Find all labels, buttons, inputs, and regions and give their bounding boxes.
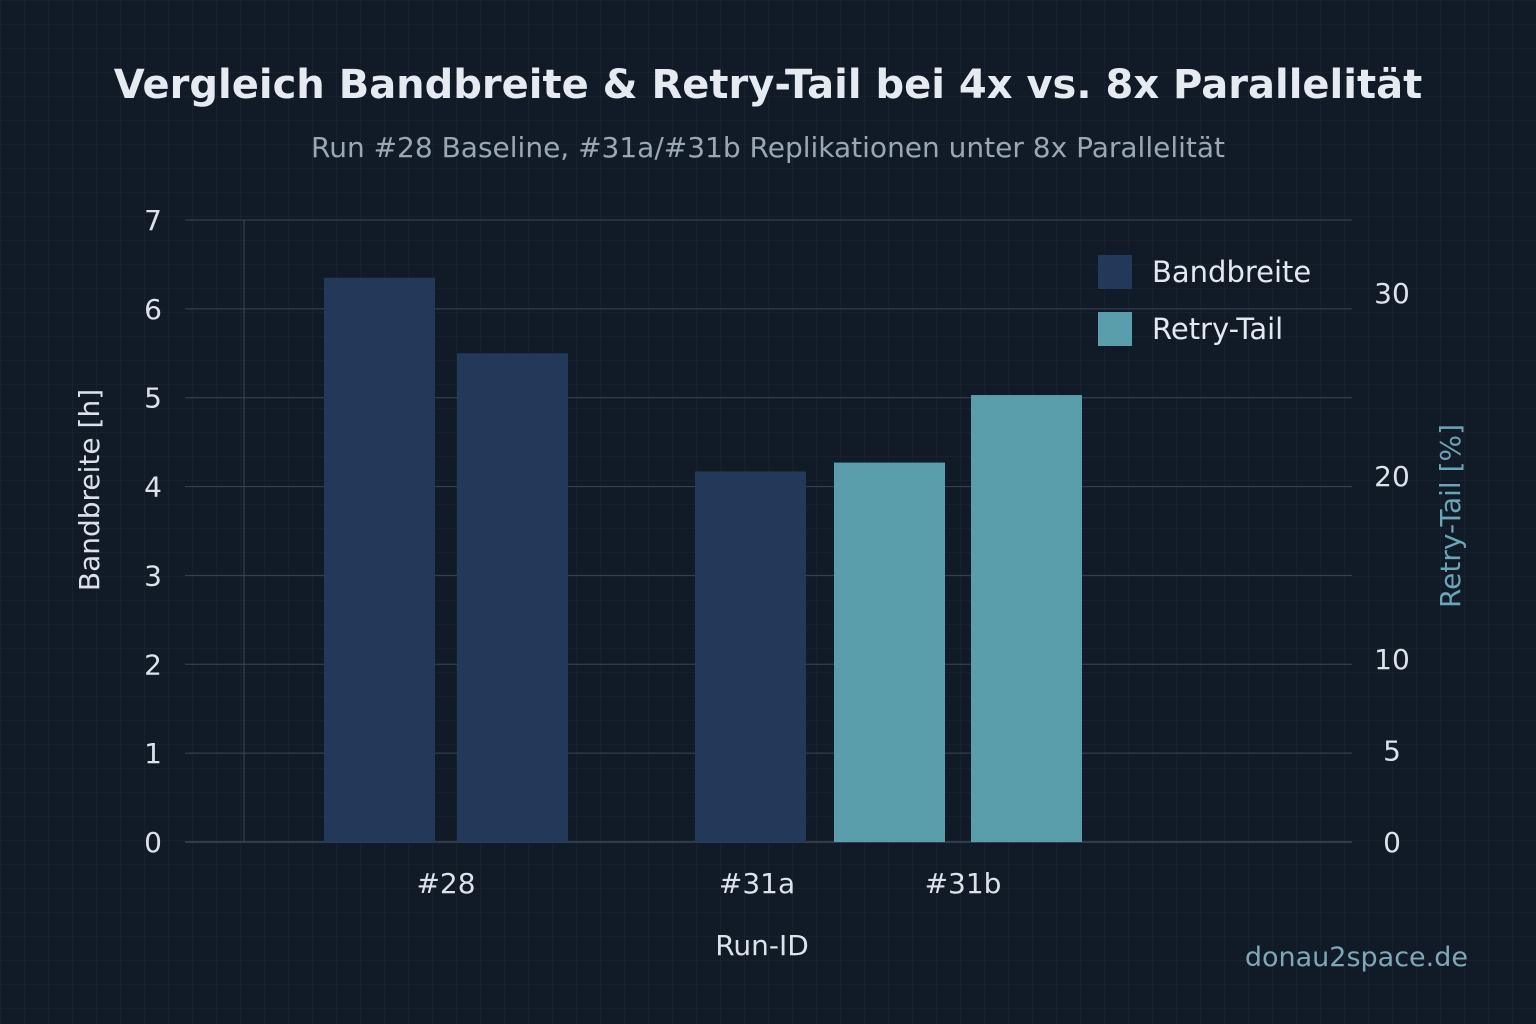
y-tick-label: 3	[144, 559, 162, 592]
legend-label-bandbreite: Bandbreite	[1152, 255, 1312, 289]
bar-28-bandbreite-0	[324, 277, 435, 842]
y-tick-label: 7	[144, 204, 162, 237]
watermark-text: donau2space.de	[1244, 942, 1468, 973]
legend: Bandbreite Retry-Tail	[1098, 255, 1311, 369]
bars	[324, 277, 1082, 842]
y-tick-label: 5	[144, 382, 162, 415]
bar-28-bandbreite-1	[457, 353, 568, 842]
y2-tick-label: 5	[1383, 735, 1401, 768]
legend-item-retry-tail: Retry-Tail	[1098, 312, 1311, 346]
bar-31b-retry-tail-4	[971, 395, 1082, 842]
legend-swatch-retry-tail	[1098, 312, 1132, 346]
legend-swatch-bandbreite	[1098, 255, 1132, 289]
y2-tick-label: 30	[1374, 277, 1410, 310]
y-tick-label: 6	[144, 293, 162, 326]
x-tick-label-31a: #31a	[719, 867, 795, 900]
y2-axis-label: Retry-Tail [%]	[1434, 424, 1467, 608]
x-tick-label-31b: #31b	[925, 867, 1002, 900]
y-axis-label: Bandbreite [h]	[73, 389, 106, 591]
y2-tick-label: 10	[1374, 643, 1410, 676]
bar-31a-retry-tail-3	[834, 462, 945, 842]
y-tick-label: 2	[144, 648, 162, 681]
legend-label-retry-tail: Retry-Tail	[1152, 312, 1284, 346]
tick-labels: 0 1 2 3 4 5 6 7 0 5 10 20 30 #28 #31a #31b	[144, 204, 1410, 900]
x-tick-label-28: #28	[416, 867, 475, 900]
y-tick-label: 0	[144, 826, 162, 859]
bar-31a-bandbreite-2	[695, 471, 806, 842]
y2-tick-label: 20	[1374, 460, 1410, 493]
chart-title: Vergleich Bandbreite & Retry-Tail bei 4x…	[113, 62, 1423, 108]
y-tick-label: 1	[144, 737, 162, 770]
y2-tick-label: 0	[1383, 826, 1401, 859]
x-axis-label: Run-ID	[715, 929, 809, 962]
legend-item-bandbreite: Bandbreite	[1098, 255, 1311, 289]
y-tick-label: 4	[144, 471, 162, 504]
chart-subtitle: Run #28 Baseline, #31a/#31b Replikatione…	[311, 131, 1225, 164]
